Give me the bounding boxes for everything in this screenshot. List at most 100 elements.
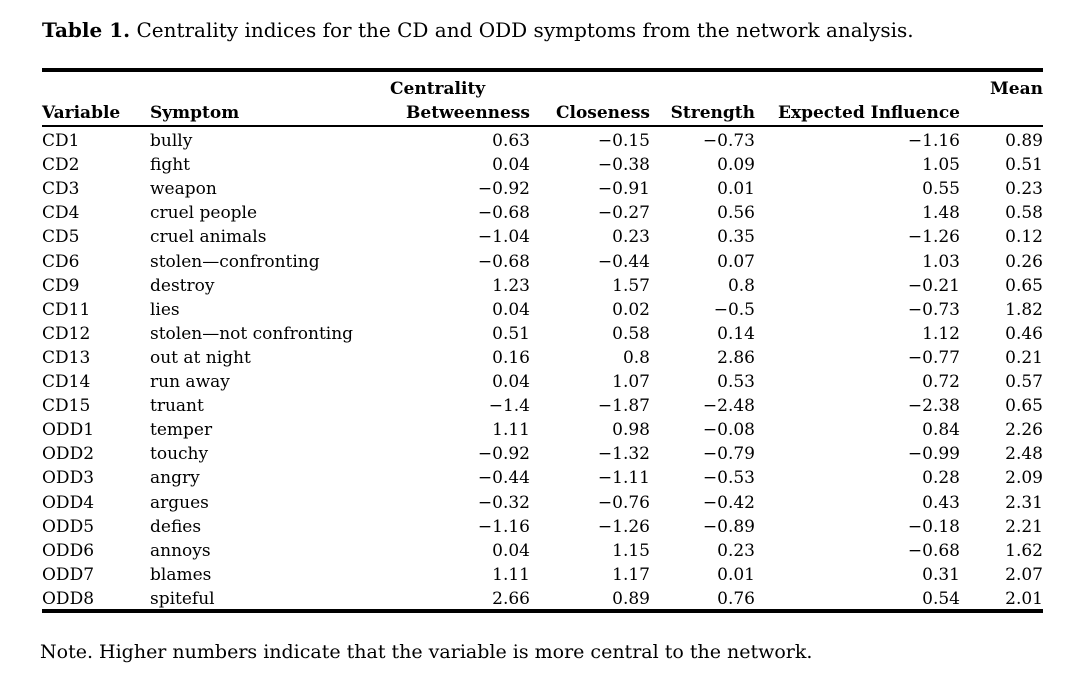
cell-mean: 0.89	[1005, 131, 1043, 152]
cell-expected-influence: 0.84	[922, 420, 960, 441]
cell-symptom: stolen—not confronting	[150, 323, 354, 344]
cell-expected-influence: −0.73	[907, 299, 960, 320]
table-caption: Table 1. Centrality indices for the CD a…	[42, 17, 914, 44]
cell-closeness: −0.76	[597, 492, 650, 513]
cell-strength: −0.73	[702, 131, 755, 152]
cell-betweenness: 0.04	[492, 299, 530, 320]
cell-expected-influence: −1.26	[907, 227, 960, 248]
cell-closeness: −0.44	[597, 251, 650, 272]
cell-betweenness: −1.04	[477, 227, 530, 248]
cell-mean: 0.12	[1005, 227, 1043, 248]
cell-symptom: out at night	[150, 347, 251, 368]
table-caption-text: Centrality indices for the CD and ODD sy…	[136, 18, 914, 42]
cell-strength: 2.86	[717, 347, 755, 368]
cell-symptom: bully	[150, 131, 193, 152]
cell-expected-influence: 1.12	[922, 323, 960, 344]
table-row: CD11 lies 0.04 0.02 −0.5 −0.73 1.82	[42, 296, 1043, 320]
cell-closeness: −0.27	[597, 203, 650, 224]
table-row: CD15 truant −1.4 −1.87 −2.48 −2.38 0.65	[42, 392, 1043, 416]
cell-betweenness: −0.68	[477, 203, 530, 224]
column-header-expected-influence: Expected Influence	[755, 99, 960, 127]
cell-strength: −2.48	[702, 396, 755, 417]
cell-variable: CD13	[42, 347, 91, 368]
table-row: CD3 weapon −0.92 −0.91 0.01 0.55 0.23	[42, 175, 1043, 199]
table-row: ODD4 argues −0.32 −0.76 −0.42 0.43 2.31	[42, 488, 1043, 513]
cell-variable: ODD2	[42, 444, 95, 465]
cell-betweenness: −0.92	[477, 179, 530, 200]
cell-mean: 0.46	[1005, 323, 1043, 344]
cell-betweenness: −0.32	[477, 492, 530, 513]
cell-variable: ODD5	[42, 516, 95, 537]
group-header-row: Centrality Mean	[42, 70, 1043, 99]
cell-strength: 0.23	[717, 540, 755, 561]
cell-variable: CD6	[42, 251, 80, 272]
cell-strength: 0.14	[717, 323, 755, 344]
cell-symptom: argues	[150, 492, 209, 513]
cell-strength: 0.09	[717, 155, 755, 176]
cell-variable: ODD4	[42, 492, 95, 513]
cell-closeness: 0.8	[622, 347, 650, 368]
table-caption-label: Table 1.	[42, 18, 131, 42]
cell-mean: 2.31	[1005, 492, 1043, 513]
cell-mean: 2.09	[1005, 468, 1043, 489]
cell-symptom: touchy	[150, 444, 209, 465]
cell-betweenness: 2.66	[492, 588, 530, 609]
cell-betweenness: 0.51	[492, 323, 530, 344]
cell-closeness: 0.98	[612, 420, 650, 441]
cell-betweenness: −0.92	[477, 444, 530, 465]
table-row: CD12 stolen—not confronting 0.51 0.58 0.14 1.…	[42, 320, 1043, 344]
cell-betweenness: 0.04	[492, 155, 530, 176]
cell-strength: −0.42	[702, 492, 755, 513]
table-row: CD1 bully 0.63 −0.15 −0.73 −1.16 0.89	[42, 126, 1043, 151]
cell-variable: CD14	[42, 372, 91, 393]
cell-expected-influence: 0.54	[922, 588, 960, 609]
column-header-row: Variable Symptom Betweenness Closeness S…	[42, 99, 1043, 127]
cell-expected-influence: 1.03	[922, 251, 960, 272]
cell-closeness: −1.26	[597, 516, 650, 537]
cell-variable: CD12	[42, 323, 91, 344]
cell-betweenness: 0.04	[492, 372, 530, 393]
cell-symptom: run away	[150, 372, 230, 393]
cell-expected-influence: 0.31	[922, 564, 960, 585]
cell-strength: 0.01	[717, 179, 755, 200]
cell-symptom: defies	[150, 516, 202, 537]
centrality-table: Centrality Mean Variable Symptom Between…	[42, 68, 1043, 613]
cell-mean: 2.01	[1005, 588, 1043, 609]
table-row: CD5 cruel animals −1.04 0.23 0.35 −1.26 0.12	[42, 223, 1043, 247]
cell-betweenness: 1.23	[492, 275, 530, 296]
cell-betweenness: 0.04	[492, 540, 530, 561]
cell-symptom: spiteful	[150, 588, 215, 609]
cell-strength: −0.53	[702, 468, 755, 489]
cell-expected-influence: −0.68	[907, 540, 960, 561]
cell-expected-influence: 0.55	[922, 179, 960, 200]
spacer-cell	[150, 70, 390, 99]
cell-variable: ODD1	[42, 420, 95, 441]
cell-betweenness: 1.11	[492, 564, 530, 585]
cell-expected-influence: 0.43	[922, 492, 960, 513]
table-row: ODD8 spiteful 2.66 0.89 0.76 0.54 2.01	[42, 585, 1043, 611]
cell-strength: 0.56	[717, 203, 755, 224]
cell-variable: ODD8	[42, 588, 95, 609]
table-row: CD6 stolen—confronting −0.68 −0.44 0.07 1.03 0…	[42, 247, 1043, 272]
cell-symptom: destroy	[150, 275, 215, 296]
table-row: ODD1 temper 1.11 0.98 −0.08 0.84 2.26	[42, 416, 1043, 440]
cell-expected-influence: −2.38	[907, 396, 960, 417]
cell-closeness: −1.11	[597, 468, 650, 489]
cell-symptom: blames	[150, 564, 212, 585]
cell-closeness: 1.17	[612, 564, 650, 585]
cell-expected-influence: 1.05	[922, 155, 960, 176]
cell-strength: −0.79	[702, 444, 755, 465]
cell-mean: 2.21	[1005, 516, 1043, 537]
cell-strength: 0.01	[717, 564, 755, 585]
cell-strength: −0.89	[702, 516, 755, 537]
cell-betweenness: 0.16	[492, 347, 530, 368]
cell-variable: CD3	[42, 179, 80, 200]
table-row: CD9 destroy 1.23 1.57 0.8 −0.21 0.65	[42, 272, 1043, 296]
table-row: ODD5 defies −1.16 −1.26 −0.89 −0.18 2.21	[42, 513, 1043, 537]
cell-closeness: 0.89	[612, 588, 650, 609]
cell-variable: CD2	[42, 155, 80, 176]
cell-variable: ODD7	[42, 564, 95, 585]
cell-variable: CD1	[42, 131, 80, 152]
cell-expected-influence: 0.28	[922, 468, 960, 489]
cell-closeness: −0.91	[597, 179, 650, 200]
